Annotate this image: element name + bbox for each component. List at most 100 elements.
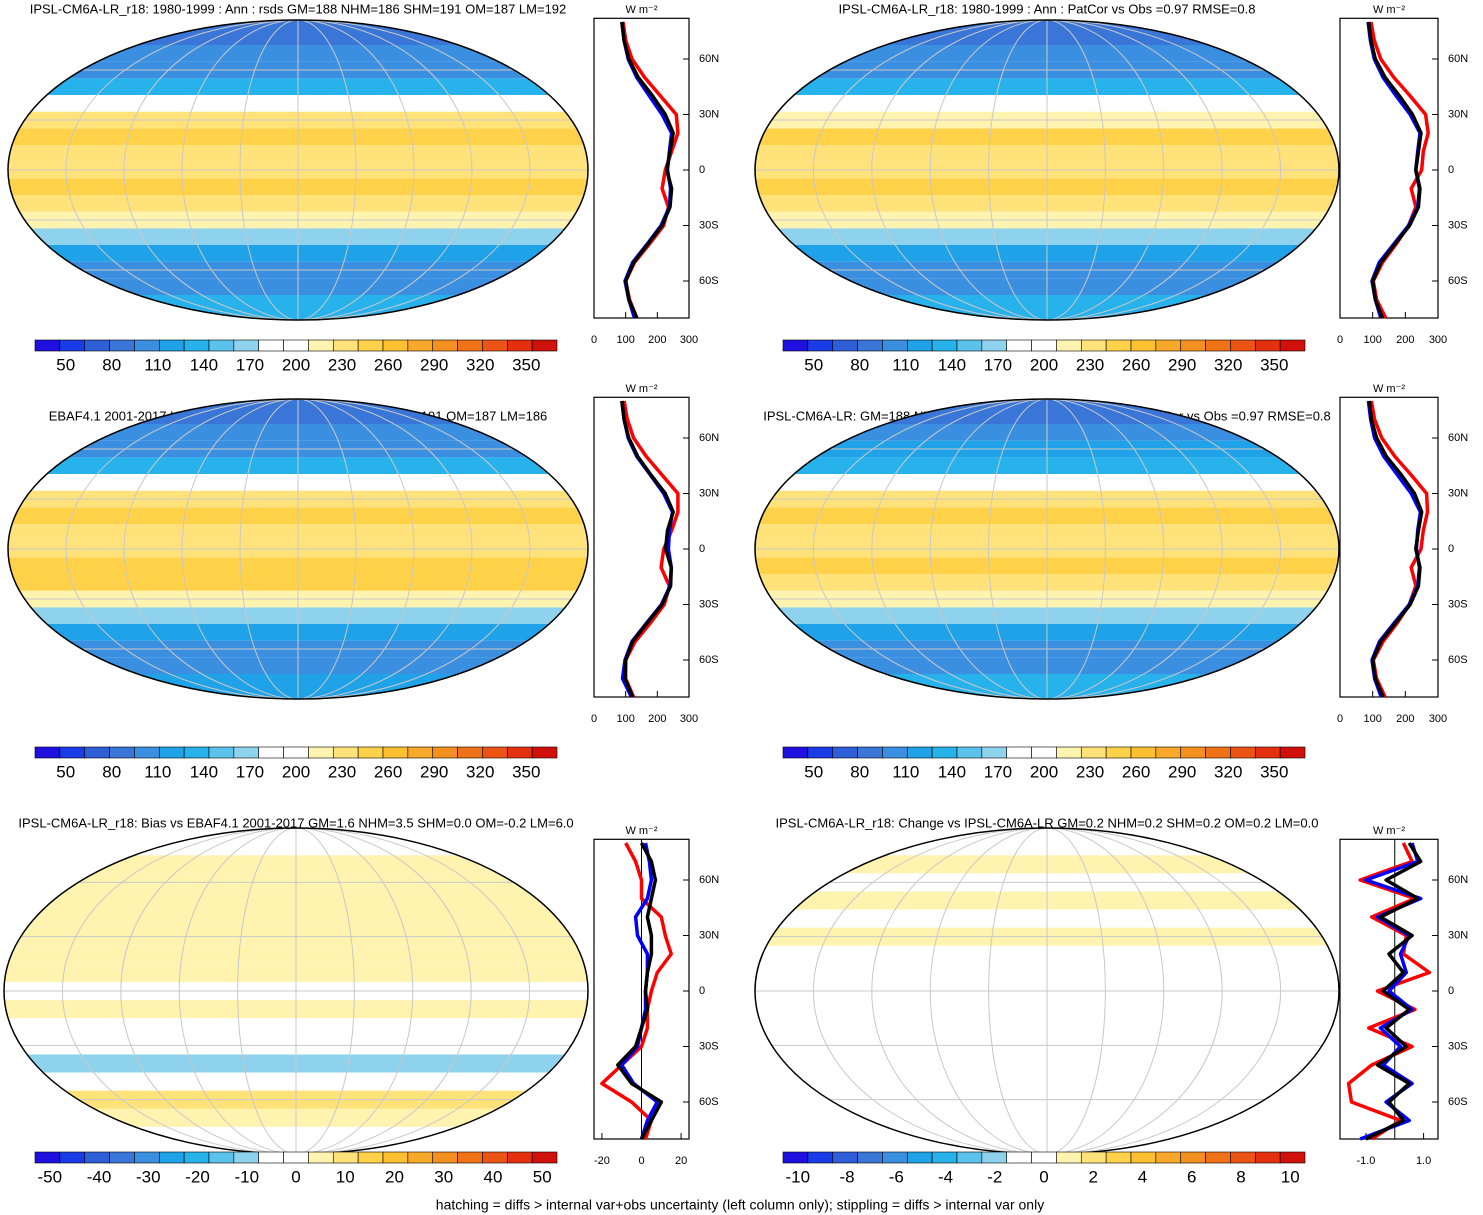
colorbar-cell (407, 746, 434, 759)
colorbar-cell (931, 339, 958, 352)
y-tick-label: 60N (1448, 874, 1468, 886)
unit-label: W m⁻² (625, 4, 657, 16)
x-tick-label: 100 (1363, 334, 1381, 346)
profile-frame (593, 17, 690, 319)
colorbar-cell (1230, 746, 1256, 759)
colorbar-cell (283, 339, 309, 352)
colorbar-cell (208, 1151, 235, 1164)
map-meridian (988, 399, 1106, 699)
map-meridian (871, 20, 1223, 320)
colorbar-label: 50 (533, 1167, 552, 1186)
x-tick-label: 0 (1337, 713, 1343, 725)
x-tick-label: -1.0 (1356, 1155, 1375, 1167)
colorbar-cell (382, 746, 409, 759)
colorbar-label: 260 (374, 762, 402, 781)
colorbar-cell (457, 339, 483, 352)
y-tick-label: 0 (1448, 543, 1454, 555)
colorbar-cell (308, 1151, 334, 1164)
colorbar-cell (531, 339, 558, 352)
panel-title: IPSL-CM6A-LR_r18: 1980-1999 : Ann : rsds… (30, 1, 567, 16)
profile-frame (1339, 838, 1439, 1140)
x-tick-label: 300 (680, 334, 698, 346)
x-tick-label: 0 (638, 1155, 644, 1167)
profile-line (1366, 21, 1423, 319)
profile-frame (1339, 396, 1439, 698)
y-tick-label: 60S (699, 654, 719, 666)
colorbar-label: 260 (1122, 762, 1150, 781)
y-tick-label: 60N (699, 432, 719, 444)
y-tick-label: 0 (1448, 985, 1454, 997)
colorbar-cell (59, 339, 86, 352)
colorbar-label: 10 (1281, 1167, 1300, 1186)
map-meridian (812, 399, 1282, 699)
colorbar-cell (807, 1151, 834, 1164)
colorbar-cell (1180, 339, 1206, 352)
colorbar-cell (1279, 1151, 1306, 1164)
colorbar-cell (1155, 339, 1182, 352)
map (8, 399, 588, 699)
colorbar-cell (183, 1151, 210, 1164)
unit-label: W m⁻² (1373, 4, 1405, 16)
colorbar-cell (882, 746, 908, 759)
colorbar-cell (981, 1151, 1008, 1164)
colorbar-cell (857, 746, 883, 759)
colorbar-cell (109, 339, 135, 352)
y-tick-label: 60N (1448, 432, 1468, 444)
colorbar-label: -6 (889, 1167, 904, 1186)
footnote: hatching = diffs > internal var+obs unce… (436, 1197, 1044, 1213)
colorbar-cell (432, 746, 458, 759)
colorbar-label: 230 (328, 355, 356, 374)
map-meridian (181, 399, 415, 699)
colorbar-cell (506, 746, 533, 759)
colorbar-cell (956, 746, 983, 759)
y-tick-label: 0 (1448, 164, 1454, 176)
unit-label: W m⁻² (1373, 383, 1405, 395)
colorbar-cell (531, 1151, 558, 1164)
profile-line (1359, 842, 1423, 1141)
x-tick-label: 300 (1429, 334, 1447, 346)
colorbar-label: 80 (102, 762, 121, 781)
map-border (754, 398, 1340, 700)
colorbar-label: 320 (466, 762, 494, 781)
colorbar-cell (34, 746, 61, 759)
colorbar-label: 290 (420, 355, 448, 374)
colorbar-label: -10 (234, 1167, 259, 1186)
colorbar-cell (258, 746, 284, 759)
colorbar-cell (158, 1151, 185, 1164)
colorbar-cell (506, 1151, 533, 1164)
colorbar-label: 170 (984, 355, 1012, 374)
x-tick-label: 100 (616, 334, 634, 346)
colorbar-label: 260 (1122, 355, 1150, 374)
colorbar-cell (482, 339, 508, 352)
unit-label: W m⁻² (625, 825, 657, 837)
panel-title: IPSL-CM6A-LR_r18: Change vs IPSL-CM6A-LR… (776, 815, 1319, 830)
colorbar-cell (1105, 339, 1132, 352)
colorbar-cell (1254, 1151, 1281, 1164)
colorbar-label: 40 (484, 1167, 503, 1186)
y-tick-label: 60S (1448, 275, 1468, 287)
colorbar-label: 140 (190, 355, 218, 374)
map-meridian (988, 20, 1106, 320)
map-meridian (812, 828, 1282, 1154)
colorbar-cell (1155, 746, 1182, 759)
y-tick-label: 0 (699, 543, 705, 555)
colorbar-cell (457, 746, 483, 759)
colorbar-cell (931, 1151, 958, 1164)
map-meridian (178, 828, 414, 1154)
y-tick-label: 30S (1448, 598, 1468, 610)
colorbar-label: -2 (987, 1167, 1002, 1186)
colorbar-cell (258, 339, 284, 352)
colorbar-label: 230 (1076, 355, 1104, 374)
map-meridian (871, 399, 1223, 699)
colorbar-label: 320 (466, 355, 494, 374)
x-tick-label: 0 (1337, 334, 1343, 346)
map-meridian (871, 828, 1223, 1154)
colorbar-cell (1130, 339, 1157, 352)
colorbar-label: 80 (850, 762, 869, 781)
profile-line (1346, 842, 1432, 1141)
colorbar-cell (134, 746, 160, 759)
colorbar-cell (1006, 746, 1032, 759)
colorbar-cell (931, 746, 958, 759)
profile-line (616, 842, 664, 1140)
colorbar-label: -4 (938, 1167, 953, 1186)
